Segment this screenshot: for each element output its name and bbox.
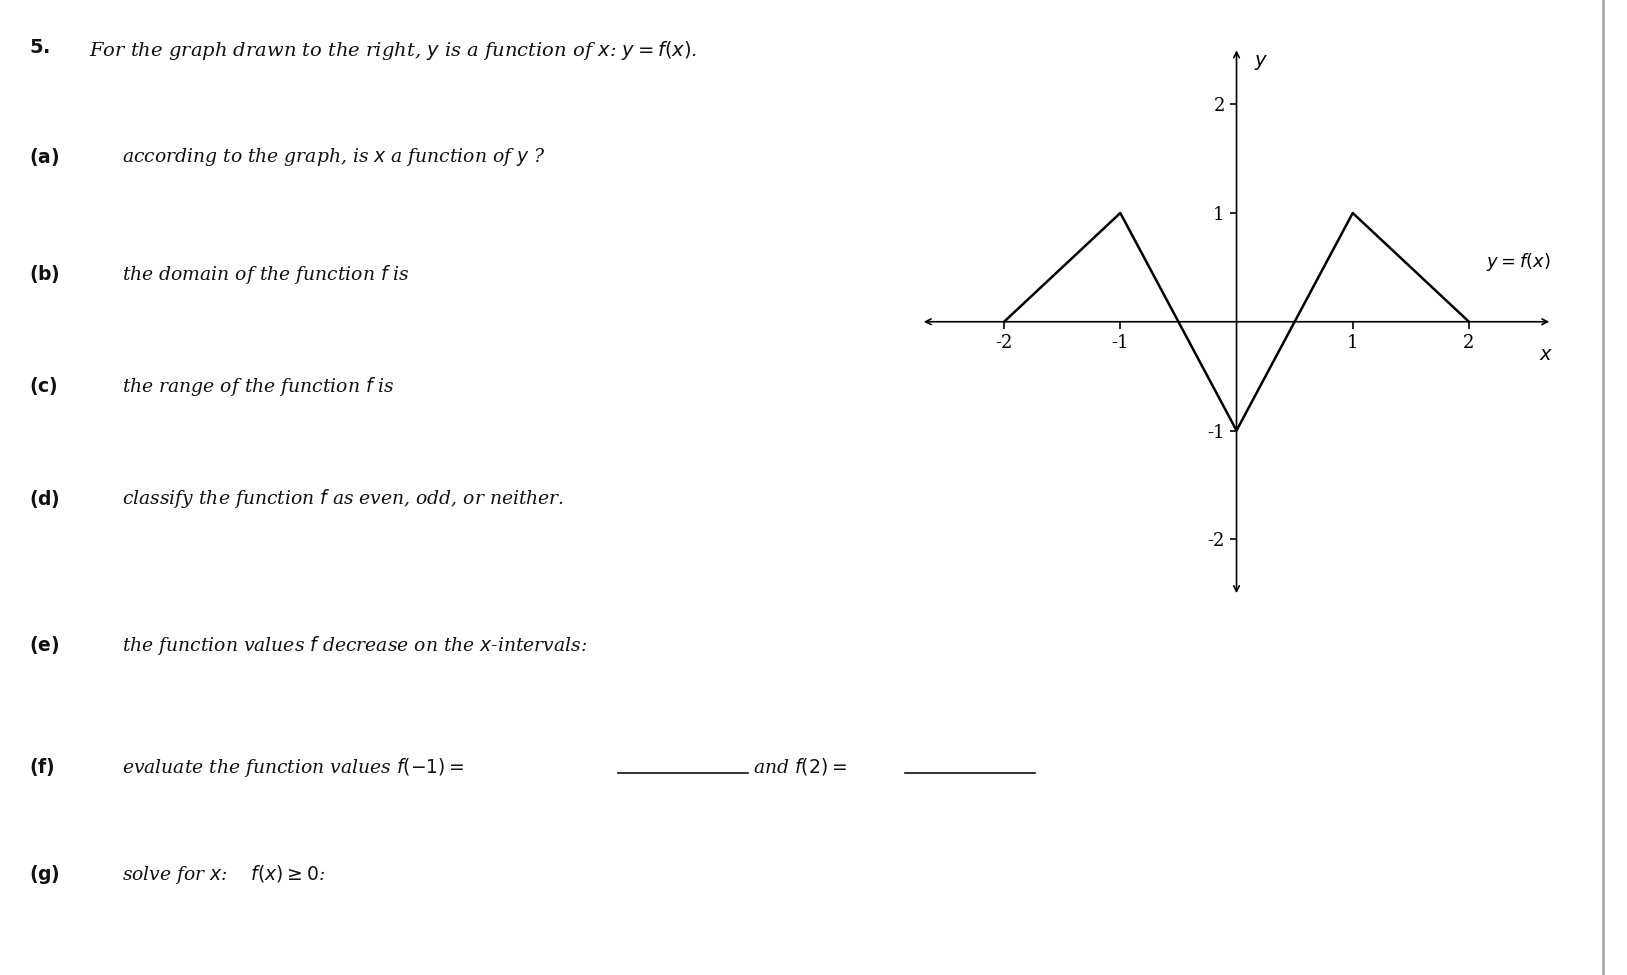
Text: For the graph drawn to the right, $y$ is a function of $x$: $y=f(x)$.: For the graph drawn to the right, $y$ is…	[89, 39, 698, 62]
Text: $\mathbf{(f)}$: $\mathbf{(f)}$	[29, 756, 55, 778]
Text: $\mathbf{(g)}$: $\mathbf{(g)}$	[29, 863, 60, 886]
Text: and $f(2) =$: and $f(2) =$	[753, 756, 848, 777]
Text: the function values $f$ decrease on the $x$-intervals:: the function values $f$ decrease on the …	[122, 634, 587, 657]
Text: the domain of the function $f$ is: the domain of the function $f$ is	[122, 263, 410, 287]
Text: the range of the function $f$ is: the range of the function $f$ is	[122, 375, 395, 399]
Text: $\mathbf{(d)}$: $\mathbf{(d)}$	[29, 488, 60, 510]
Text: $\mathbf{(c)}$: $\mathbf{(c)}$	[29, 375, 59, 398]
Text: evaluate the function values $f(-1) =$: evaluate the function values $f(-1) =$	[122, 756, 465, 779]
Text: $\mathbf{5.}$: $\mathbf{5.}$	[29, 39, 50, 57]
Text: $\mathbf{(e)}$: $\mathbf{(e)}$	[29, 634, 60, 656]
Text: classify the function $f$ as even, odd, or neither.: classify the function $f$ as even, odd, …	[122, 488, 565, 511]
Text: $y = f(x)$: $y = f(x)$	[1487, 251, 1551, 273]
Text: $\mathbf{(a)}$: $\mathbf{(a)}$	[29, 146, 60, 169]
Text: $\mathbf{(b)}$: $\mathbf{(b)}$	[29, 263, 60, 286]
Text: solve for $x$:    $f(x)\geq 0$:: solve for $x$: $f(x)\geq 0$:	[122, 863, 325, 886]
Text: according to the graph, is $x$ a function of $y$ ?: according to the graph, is $x$ a functio…	[122, 146, 545, 169]
Text: $y$: $y$	[1254, 53, 1267, 72]
Text: $x$: $x$	[1539, 346, 1552, 364]
